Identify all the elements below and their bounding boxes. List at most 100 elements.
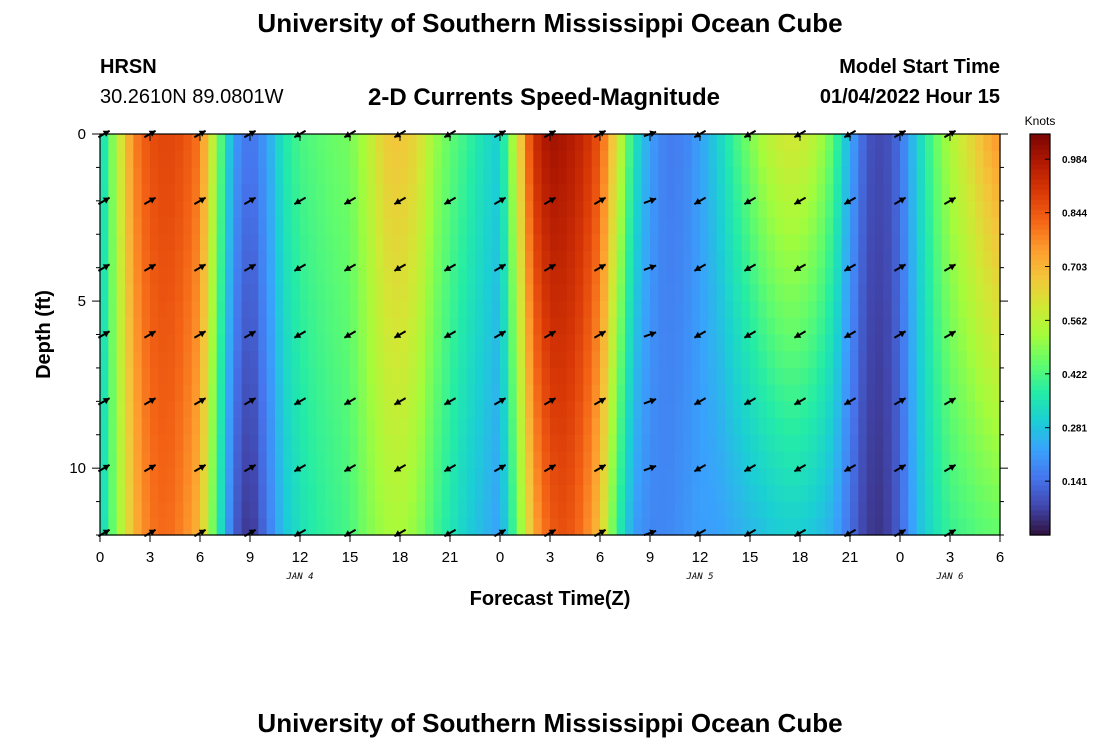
heatmap-cell	[975, 284, 984, 302]
heatmap-cell	[166, 334, 176, 352]
heatmap-cell	[516, 301, 526, 319]
heatmap-cell	[908, 301, 918, 319]
heatmap-cell	[991, 200, 1001, 219]
heatmap-cell	[116, 284, 126, 302]
heatmap-cell	[425, 401, 434, 419]
heatmap-cell	[358, 384, 368, 402]
heatmap-cell	[750, 468, 759, 486]
heatmap-cell	[833, 267, 843, 285]
heatmap-cell	[200, 367, 209, 386]
current-vector	[143, 263, 157, 272]
heatmap-cell	[358, 200, 368, 219]
vector-head	[148, 529, 156, 536]
heatmap-cell	[708, 418, 718, 436]
heatmap-cell	[350, 468, 359, 486]
heatmap-cell	[175, 217, 184, 235]
heatmap-cell	[658, 217, 668, 235]
heatmap-cell	[791, 200, 801, 219]
heatmap-cell	[675, 367, 684, 386]
heatmap-cell	[516, 167, 526, 185]
heatmap-cell	[258, 418, 268, 436]
heatmap-cell	[491, 367, 501, 386]
current-vector	[843, 263, 857, 272]
heatmap-cell	[966, 250, 976, 269]
heatmap-cell	[283, 451, 293, 469]
heatmap-cell	[283, 401, 293, 419]
heatmap-cell	[283, 284, 293, 302]
current-vector	[543, 397, 557, 406]
heatmap-cell	[408, 250, 418, 269]
heatmap-cell	[216, 200, 226, 219]
heatmap-cell	[141, 217, 151, 235]
heatmap-cell	[433, 200, 443, 219]
heatmap-cell	[508, 468, 518, 486]
heatmap-cell	[458, 134, 468, 152]
heatmap-cell	[425, 134, 434, 152]
heatmap-cell	[450, 334, 459, 352]
current-vector	[643, 397, 657, 405]
heatmap-cell	[266, 150, 276, 169]
heatmap-cell	[450, 284, 459, 302]
heatmap-cell	[116, 351, 126, 369]
heatmap-cell	[625, 418, 634, 436]
heatmap-cell	[833, 217, 843, 235]
x-tick-label: 12	[292, 549, 309, 566]
heatmap-cell	[775, 351, 784, 369]
heatmap-cell	[158, 401, 168, 419]
heatmap-cell	[983, 217, 993, 235]
heatmap-cell	[683, 301, 693, 319]
heatmap-cell	[508, 250, 518, 269]
vector-head	[148, 197, 156, 204]
heatmap-cell	[475, 301, 484, 319]
heatmap-cell	[200, 484, 209, 503]
heatmap-cell	[566, 184, 576, 202]
colorbar-segment	[1030, 159, 1050, 165]
current-vector	[793, 464, 807, 473]
colorbar-segment	[1030, 509, 1050, 516]
heatmap-cell	[441, 234, 451, 252]
heatmap-cell	[683, 384, 693, 402]
heatmap-cell	[325, 200, 334, 219]
heatmap-cell	[958, 167, 968, 185]
heatmap-cell	[816, 267, 826, 285]
heatmap-cell	[158, 134, 168, 152]
heatmap-cell	[741, 184, 751, 202]
heatmap-cell	[108, 418, 118, 436]
heatmap-cell	[550, 301, 559, 319]
heatmap-cell	[258, 250, 268, 269]
heatmap-cell	[583, 418, 593, 436]
heatmap-cell	[158, 351, 168, 369]
heatmap-cell	[166, 468, 176, 486]
heatmap-cell	[291, 484, 301, 503]
heatmap-cell	[691, 284, 701, 302]
heatmap-cell	[516, 351, 526, 369]
heatmap-cell	[791, 217, 801, 235]
vector-head	[598, 464, 606, 471]
vector-head	[898, 529, 906, 536]
heatmap-cell	[808, 334, 818, 352]
heatmap-cell	[166, 384, 176, 402]
heatmap-cell	[758, 184, 768, 202]
heatmap-cell	[333, 434, 343, 453]
heatmap-cell	[691, 334, 701, 352]
heatmap-cell	[866, 501, 876, 519]
heatmap-cell	[716, 484, 726, 503]
heatmap-cell	[550, 250, 559, 269]
heatmap-cell	[291, 351, 301, 369]
heatmap-cell	[900, 234, 909, 252]
heatmap-cell	[733, 367, 743, 386]
heatmap-cell	[758, 501, 768, 519]
heatmap-cell	[125, 184, 134, 202]
heatmap-cell	[991, 384, 1001, 402]
heatmap-cell	[608, 284, 618, 302]
heatmap-cell	[441, 468, 451, 486]
heatmap-cell	[650, 250, 659, 269]
heatmap-cell	[325, 217, 334, 235]
colorbar-segment	[1030, 499, 1050, 506]
heatmap-cell	[525, 234, 534, 252]
heatmap-cell	[891, 451, 901, 469]
heatmap-cell	[908, 317, 918, 336]
colorbar-segment	[1030, 494, 1050, 501]
heatmap-cell	[416, 234, 426, 252]
heatmap-cell	[950, 184, 959, 202]
